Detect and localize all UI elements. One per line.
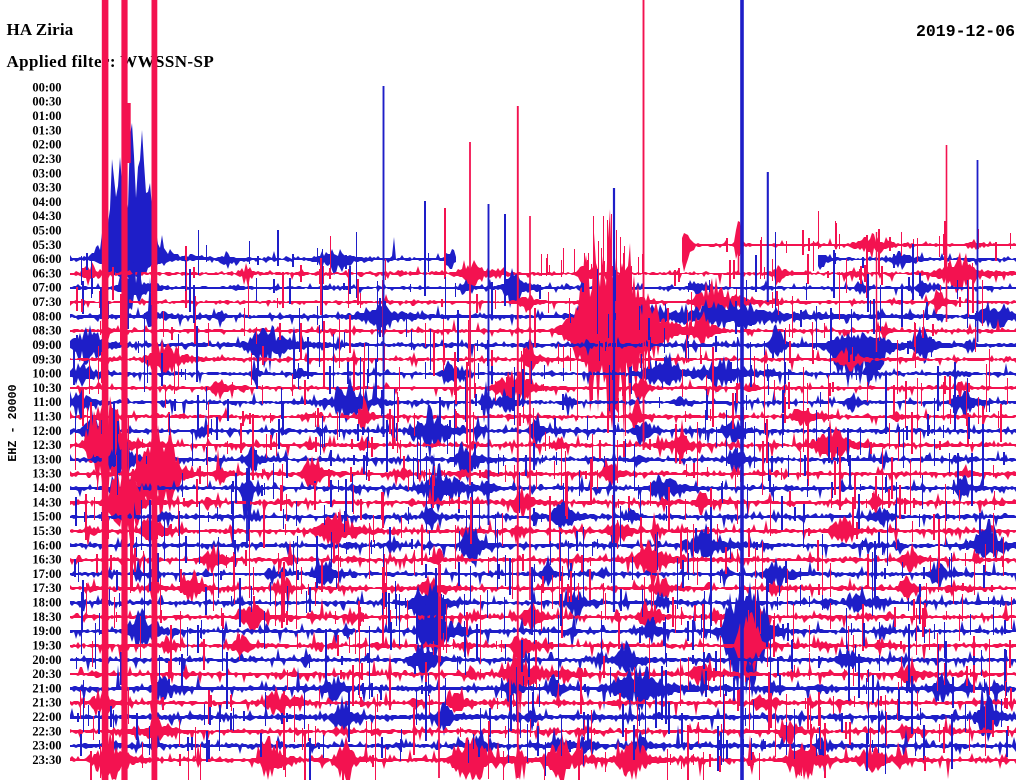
svg-text:14:00: 14:00 <box>32 481 61 495</box>
svg-text:11:30: 11:30 <box>33 410 61 424</box>
svg-text:EHZ - 20000: EHZ - 20000 <box>6 384 20 461</box>
svg-text:13:00: 13:00 <box>32 452 61 466</box>
svg-text:Applied filter: WWSSN-SP: Applied filter: WWSSN-SP <box>7 52 215 71</box>
svg-text:08:00: 08:00 <box>32 309 61 323</box>
svg-text:01:30: 01:30 <box>32 123 61 137</box>
svg-text:04:00: 04:00 <box>32 195 61 209</box>
svg-text:06:30: 06:30 <box>32 266 61 280</box>
svg-text:16:30: 16:30 <box>32 553 61 567</box>
svg-text:02:00: 02:00 <box>32 138 61 152</box>
svg-text:00:00: 00:00 <box>32 80 61 94</box>
svg-text:05:00: 05:00 <box>32 224 61 238</box>
svg-text:19:00: 19:00 <box>32 624 61 638</box>
svg-text:07:00: 07:00 <box>32 281 61 295</box>
svg-text:10:00: 10:00 <box>32 367 61 381</box>
svg-text:HA Ziria: HA Ziria <box>7 20 74 39</box>
svg-text:12:30: 12:30 <box>32 438 61 452</box>
svg-text:02:30: 02:30 <box>32 152 61 166</box>
svg-text:2019-12-06: 2019-12-06 <box>916 22 1015 41</box>
svg-text:20:30: 20:30 <box>32 667 61 681</box>
svg-text:22:30: 22:30 <box>32 724 61 738</box>
svg-text:17:30: 17:30 <box>32 581 61 595</box>
svg-text:05:30: 05:30 <box>32 238 61 252</box>
svg-text:12:00: 12:00 <box>32 424 61 438</box>
svg-text:20:00: 20:00 <box>32 653 61 667</box>
svg-text:18:30: 18:30 <box>32 610 61 624</box>
svg-text:13:30: 13:30 <box>32 467 61 481</box>
svg-text:03:30: 03:30 <box>32 181 61 195</box>
svg-text:11:00: 11:00 <box>33 395 61 409</box>
svg-text:14:30: 14:30 <box>32 495 61 509</box>
svg-text:03:00: 03:00 <box>32 166 61 180</box>
svg-text:06:00: 06:00 <box>32 252 61 266</box>
svg-text:10:30: 10:30 <box>32 381 61 395</box>
svg-text:00:30: 00:30 <box>32 95 61 109</box>
svg-text:22:00: 22:00 <box>32 710 61 724</box>
svg-text:09:30: 09:30 <box>32 352 61 366</box>
svg-text:01:00: 01:00 <box>32 109 61 123</box>
svg-text:23:00: 23:00 <box>32 739 61 753</box>
svg-text:17:00: 17:00 <box>32 567 61 581</box>
svg-text:08:30: 08:30 <box>32 324 61 338</box>
svg-text:15:30: 15:30 <box>32 524 61 538</box>
svg-text:23:30: 23:30 <box>32 753 61 767</box>
svg-text:15:00: 15:00 <box>32 510 61 524</box>
svg-text:18:00: 18:00 <box>32 596 61 610</box>
svg-text:16:00: 16:00 <box>32 538 61 552</box>
svg-text:09:00: 09:00 <box>32 338 61 352</box>
svg-text:19:30: 19:30 <box>32 639 61 653</box>
svg-text:21:30: 21:30 <box>32 696 61 710</box>
svg-text:07:30: 07:30 <box>32 295 61 309</box>
svg-text:21:00: 21:00 <box>32 681 61 695</box>
svg-text:04:30: 04:30 <box>32 209 61 223</box>
